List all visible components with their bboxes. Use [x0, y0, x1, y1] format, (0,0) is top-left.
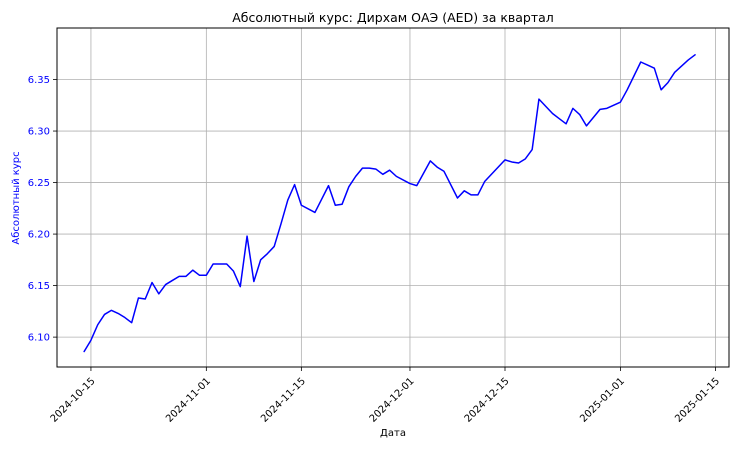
- x-axis-label: Дата: [380, 428, 406, 439]
- y-tick-label: 6.25: [28, 178, 50, 189]
- y-tick-label: 6.15: [28, 281, 50, 292]
- x-tick-label: 2025-01-15: [673, 376, 722, 425]
- x-tick-label: 2025-01-01: [578, 376, 627, 425]
- y-tick-label: 6.35: [28, 75, 50, 86]
- x-tick-label: 2024-12-15: [463, 376, 512, 425]
- series-layer: [83, 54, 696, 353]
- x-tick-label: 2024-12-01: [368, 376, 417, 425]
- x-tick-label: 2024-11-01: [164, 376, 213, 425]
- series-line: [83, 54, 696, 353]
- x-axis-ticks: 2024-10-15 2024-11-01 2024-11-15 2024-12-01…: [49, 367, 722, 425]
- grid-lines: [57, 28, 729, 367]
- y-tick-label: 6.20: [28, 230, 50, 241]
- chart-title: Абсолютный курс: Дирхам ОАЭ (AED) за ква…: [232, 10, 554, 25]
- x-tick-label: 2024-11-15: [259, 376, 308, 425]
- y-tick-label: 6.10: [28, 333, 50, 344]
- y-axis-ticks: 6.10 6.15 6.20 6.25 6.30 6.35: [28, 75, 57, 344]
- plot-area-frame: [56, 27, 730, 368]
- x-tick-label: 2024-10-15: [49, 376, 98, 425]
- y-tick-label: 6.30: [28, 127, 50, 138]
- y-axis-label: Абсолютный курс: [11, 151, 22, 244]
